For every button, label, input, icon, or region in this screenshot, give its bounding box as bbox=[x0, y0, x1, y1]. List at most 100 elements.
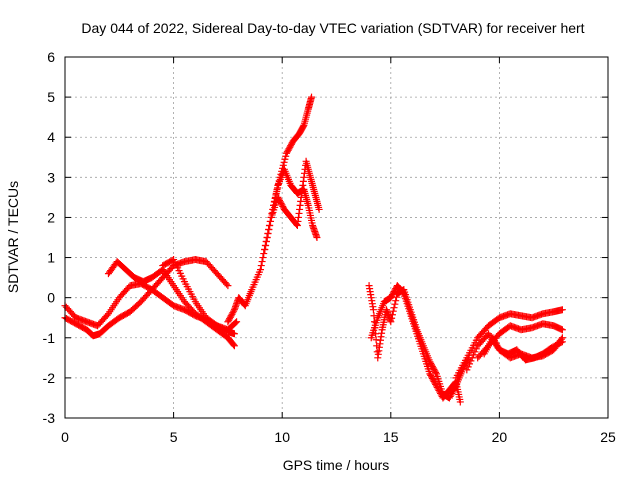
data-point bbox=[429, 376, 437, 384]
x-tick-label: 5 bbox=[170, 429, 178, 445]
data-point bbox=[489, 334, 497, 342]
x-axis-label: GPS time / hours bbox=[283, 457, 390, 473]
data-point bbox=[262, 242, 270, 250]
data-point bbox=[267, 217, 275, 225]
data-point bbox=[369, 306, 377, 314]
y-tick-label: 5 bbox=[47, 89, 55, 105]
x-tick-label: 10 bbox=[274, 429, 290, 445]
data-point bbox=[493, 341, 501, 349]
data-point bbox=[230, 341, 238, 349]
y-tick-label: -1 bbox=[43, 330, 56, 346]
data-point bbox=[558, 326, 566, 334]
data-point bbox=[275, 195, 283, 203]
data-point bbox=[293, 220, 301, 228]
data-point bbox=[263, 234, 271, 241]
y-axis-label: SDTVAR / TECUs bbox=[5, 181, 21, 293]
data-point bbox=[278, 201, 286, 209]
data-point bbox=[429, 364, 437, 372]
data-point bbox=[428, 361, 436, 369]
data-point bbox=[257, 262, 265, 270]
data-point bbox=[226, 313, 234, 321]
data-point bbox=[491, 338, 499, 346]
data-point bbox=[230, 330, 238, 338]
data-point bbox=[230, 307, 238, 315]
y-tick-label: 6 bbox=[47, 49, 55, 65]
data-point bbox=[390, 304, 398, 312]
grid bbox=[65, 57, 608, 418]
y-tick-label: 3 bbox=[47, 169, 55, 185]
data-point bbox=[225, 316, 233, 324]
data-point bbox=[558, 306, 566, 314]
data-point bbox=[258, 258, 266, 266]
data-point bbox=[426, 370, 434, 378]
series-sat-track-9 bbox=[367, 282, 464, 406]
data-point bbox=[228, 310, 236, 318]
data-point bbox=[275, 196, 283, 204]
data-point bbox=[226, 315, 234, 323]
data-point bbox=[472, 345, 480, 353]
series-sat-track-2 bbox=[61, 256, 232, 340]
data-point bbox=[445, 394, 453, 402]
data-point bbox=[230, 342, 238, 350]
data-point bbox=[313, 234, 321, 241]
plot-frame bbox=[64, 56, 609, 419]
data-point bbox=[262, 238, 270, 246]
x-tick-label: 25 bbox=[600, 429, 616, 445]
data-point bbox=[232, 319, 240, 327]
data-point bbox=[451, 379, 459, 387]
data-point bbox=[463, 366, 471, 374]
data-point bbox=[436, 388, 444, 396]
data-point bbox=[279, 202, 287, 210]
data-point bbox=[264, 229, 272, 237]
data-point bbox=[456, 398, 464, 406]
data-point bbox=[433, 383, 441, 391]
data-point bbox=[490, 335, 498, 343]
data-point bbox=[285, 145, 293, 153]
data-point bbox=[467, 357, 475, 365]
y-tick-label: 0 bbox=[47, 290, 55, 306]
y-tick-label: -2 bbox=[43, 370, 56, 386]
data-point bbox=[434, 385, 442, 393]
data-point bbox=[227, 312, 235, 320]
data-point bbox=[427, 371, 435, 379]
data-point bbox=[389, 289, 397, 297]
y-tick-label: 4 bbox=[47, 129, 55, 145]
series-sat-track-4 bbox=[159, 256, 241, 334]
y-tick-label: 2 bbox=[47, 209, 55, 225]
data-point bbox=[266, 221, 274, 229]
data-point bbox=[273, 185, 281, 193]
data-point bbox=[259, 254, 267, 262]
data-point bbox=[282, 152, 290, 160]
data-marks bbox=[61, 93, 566, 406]
data-point bbox=[432, 382, 440, 390]
data-point bbox=[276, 198, 284, 206]
data-point bbox=[391, 300, 399, 308]
data-point bbox=[494, 343, 502, 351]
data-point bbox=[287, 142, 295, 150]
axis-ticks: 0 5 10 15 20 25 -3 -2 -1 0 1 2 3 4 5 6 bbox=[43, 49, 616, 445]
data-point bbox=[229, 309, 237, 317]
data-point bbox=[286, 143, 294, 151]
data-point bbox=[558, 338, 566, 346]
data-point bbox=[261, 246, 269, 254]
data-point bbox=[557, 339, 565, 347]
data-point bbox=[388, 314, 396, 322]
x-tick-label: 20 bbox=[492, 429, 508, 445]
data-point bbox=[287, 140, 295, 148]
data-point bbox=[277, 199, 285, 207]
data-point bbox=[387, 294, 395, 302]
data-point bbox=[308, 93, 316, 101]
series-sat-track-10 bbox=[452, 306, 566, 382]
data-point bbox=[256, 266, 264, 274]
data-point bbox=[435, 386, 443, 394]
series-sat-track-13 bbox=[480, 334, 566, 364]
data-point bbox=[233, 318, 241, 326]
data-point bbox=[464, 363, 472, 371]
data-point bbox=[103, 311, 111, 319]
data-point bbox=[265, 225, 273, 233]
series-sat-track-7 bbox=[267, 157, 323, 229]
data-point bbox=[284, 146, 292, 154]
data-point bbox=[390, 288, 398, 296]
data-point bbox=[432, 380, 440, 388]
